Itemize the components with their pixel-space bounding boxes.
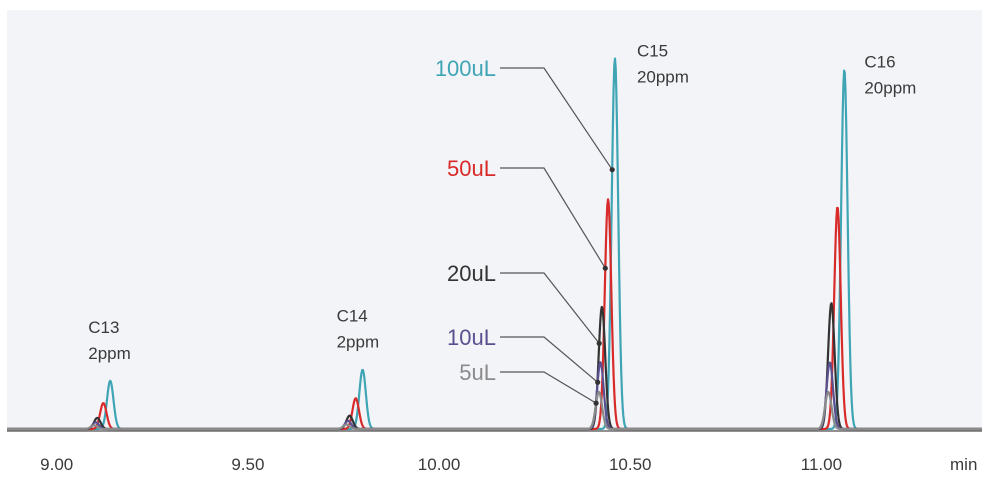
legend-label-20ul: 20uL [447,261,496,286]
legend-label-50ul: 50uL [447,156,496,181]
callout-group [500,67,615,406]
callout-line-5ul [500,371,597,404]
callout-line-100ul [500,67,613,171]
x-tick-label: 11.00 [801,455,842,474]
callout-dot-20ul [596,340,602,346]
callout-dot-5ul [593,400,599,406]
peak-sublabel-c13: 2ppm [88,344,131,363]
x-tick-label: 9.50 [231,455,264,474]
peak-label-c13: C13 [88,318,119,337]
series-group [6,57,983,431]
callout-line-10ul [500,336,599,383]
peak-sublabel-c14: 2ppm [337,333,380,352]
peak-sublabel-c15: 20ppm [637,68,689,87]
x-axis: 9.00 9.50 10.00 10.50 11.00 [7,430,982,474]
legend-label-100ul: 100uL [435,56,496,81]
callout-dot-10ul [595,379,601,385]
callout-line-20ul [500,272,600,344]
callout-dot-50ul [602,265,608,271]
x-axis-label: min [950,455,977,474]
legend-label-10ul: 10uL [447,325,496,350]
legend-group: 100uL 50uL 20uL 10uL 5uL [435,56,496,385]
peak-label-c15: C15 [637,42,668,61]
callout-dot-100ul [609,167,615,173]
x-tick-label: 10.00 [418,455,461,474]
legend-label-5ul: 5uL [459,360,496,385]
x-tick-label: 10.50 [609,455,652,474]
axis-strip [0,434,986,477]
plot-background [7,10,982,431]
x-tick-label: 9.00 [40,455,73,474]
peak-label-c14: C14 [337,307,368,326]
peak-label-c16: C16 [864,53,895,72]
peak-sublabel-c16: 20ppm [864,79,916,98]
peak-label-group: C13 2ppm C14 2ppm C15 20ppm C16 20ppm [88,42,916,363]
callout-line-50ul [500,167,606,269]
series-line-5ul [6,390,983,431]
